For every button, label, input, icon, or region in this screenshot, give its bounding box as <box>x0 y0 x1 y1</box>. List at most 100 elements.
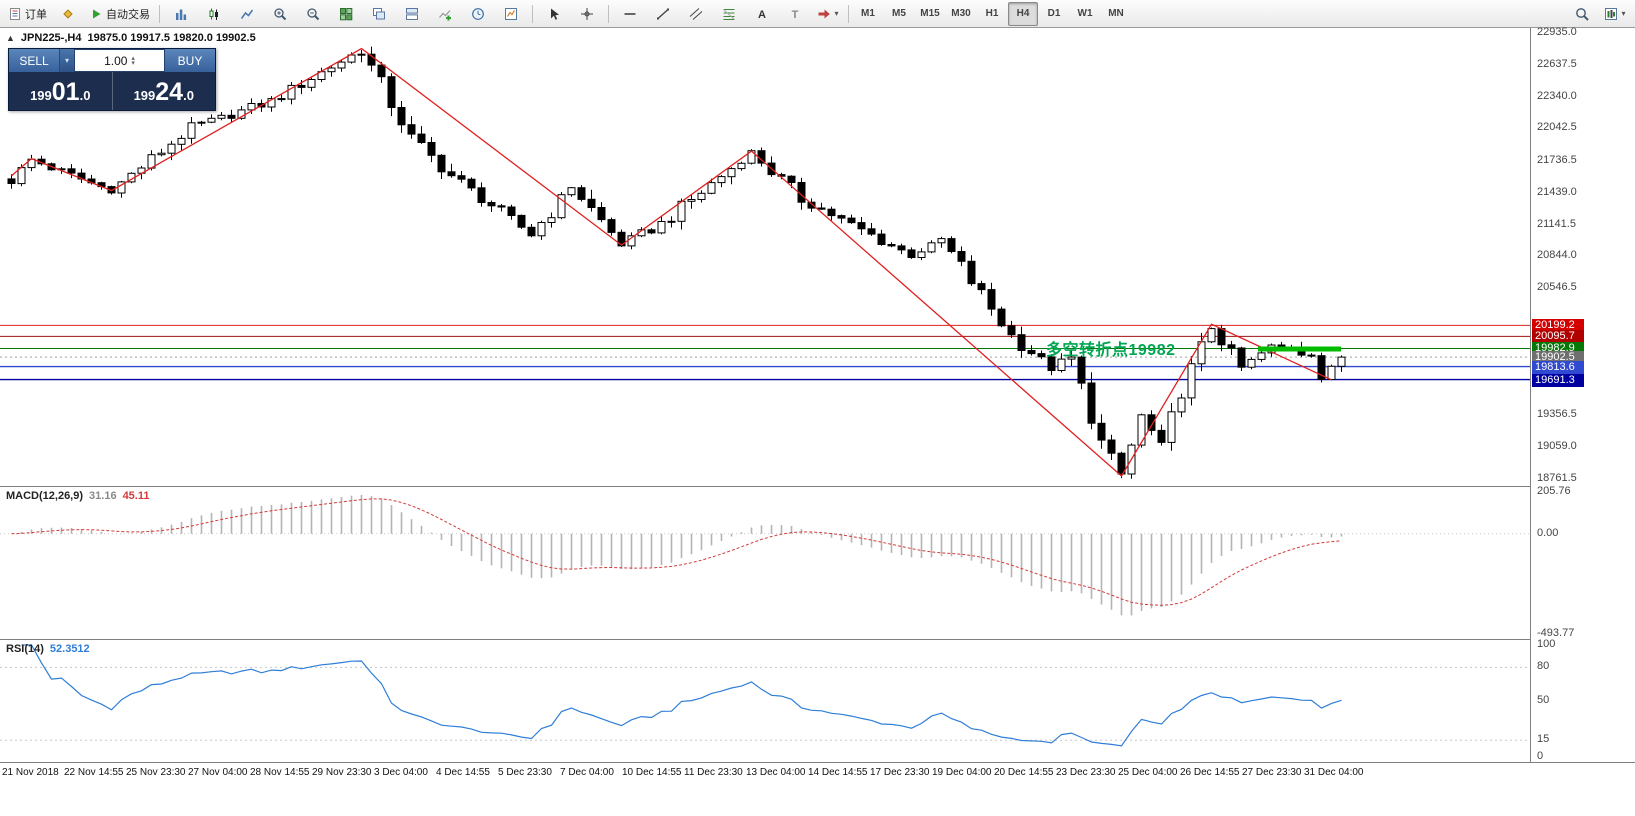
price-axis-label: 21141.5 <box>1537 218 1576 230</box>
time-axis[interactable]: 21 Nov 2018 22 Nov 14:55 25 Nov 23:30 27 No… <box>0 762 1635 816</box>
arrange-windows-button[interactable] <box>396 2 428 26</box>
timeframe-D1-button[interactable]: D1 <box>1047 8 1061 19</box>
autotrading-button[interactable]: 自动交易 <box>85 2 154 26</box>
crosshair-tool-button[interactable] <box>571 2 603 26</box>
tile-windows-button[interactable] <box>330 2 362 26</box>
time-axis-label: 13 Dec 04:00 <box>746 767 806 778</box>
play-icon <box>89 7 103 21</box>
time-axis-label: 27 Nov 04:00 <box>188 767 248 778</box>
cursor-icon <box>547 7 561 21</box>
toolbar-right: ▾ <box>1566 2 1631 26</box>
macd-axis-label: -493.77 <box>1537 627 1575 639</box>
rsi-axis-label: 15 <box>1537 733 1550 745</box>
horizontal-line-tool-button[interactable] <box>614 2 646 26</box>
rsi-header: RSI(14) 52.3512 <box>6 643 90 655</box>
toolbar-separator <box>159 4 160 23</box>
time-axis-label: 19 Dec 04:00 <box>932 767 992 778</box>
sell-price[interactable]: 199 01.0 <box>30 78 91 106</box>
sell-button[interactable]: SELL <box>9 49 59 72</box>
metaquotes-button[interactable] <box>52 2 84 26</box>
hline-icon <box>623 7 637 21</box>
macd-panel[interactable] <box>0 487 1530 639</box>
panel-separator[interactable] <box>0 639 1635 640</box>
time-axis-label: 28 Nov 14:55 <box>250 767 310 778</box>
time-axis-label: 26 Dec 14:55 <box>1180 767 1240 778</box>
zoom-in-button[interactable] <box>264 2 296 26</box>
zoom-out-icon <box>306 7 320 21</box>
price-axis-label: 18761.5 <box>1537 472 1577 484</box>
fibonacci-tool-button[interactable] <box>713 2 745 26</box>
price-axis-label: 21439.0 <box>1537 186 1577 198</box>
panel-separator[interactable] <box>0 486 1635 487</box>
price-axis-label: 22340.0 <box>1537 90 1577 102</box>
candle-chart-mode-button[interactable] <box>198 2 230 26</box>
price-axis-label: 19059.0 <box>1537 440 1577 452</box>
zoom-in-icon <box>273 7 287 21</box>
buy-button[interactable]: BUY <box>165 49 215 72</box>
time-axis-label: 29 Nov 23:30 <box>312 767 372 778</box>
arrows-tool-button[interactable]: ▾ <box>812 2 844 26</box>
labelT-icon: T <box>788 7 802 21</box>
time-axis-label: 22 Nov 14:55 <box>64 767 124 778</box>
one-click-trading-panel: SELL ▾ 1.00 ▴ ▾ BUY 199 01.0 199 24.0 <box>8 48 216 111</box>
dropdown-caret-icon: ▾ <box>834 9 839 18</box>
price-axis-label: 22042.5 <box>1537 121 1577 133</box>
volume-field[interactable]: 1.00 ▴ ▾ <box>74 49 165 72</box>
toolbar-separator <box>532 4 533 23</box>
rsi-panel[interactable] <box>0 640 1530 762</box>
macd-signal-value: 45.11 <box>122 490 150 502</box>
toolbar-left: 订单 自动交易 A T ▾ <box>4 2 844 26</box>
timeframe-W1-button[interactable]: W1 <box>1077 8 1093 19</box>
timeframe-M1-button[interactable]: M1 <box>861 8 875 19</box>
one-click-collapse-icon[interactable]: ▲ <box>6 33 15 43</box>
zoom-out-button[interactable] <box>297 2 329 26</box>
stepper-up-icon[interactable]: ▴ <box>131 54 135 62</box>
buy-price[interactable]: 199 24.0 <box>111 72 216 110</box>
channel-tool-button[interactable] <box>680 2 712 26</box>
bar-chart-mode-button[interactable] <box>165 2 197 26</box>
profiles-button[interactable]: ▾ <box>1599 2 1631 26</box>
price-axis-label: 21736.5 <box>1537 154 1577 166</box>
cascade-windows-button[interactable] <box>363 2 395 26</box>
timeframe-M5-button[interactable]: M5 <box>892 8 906 19</box>
toolbar-separator <box>848 4 849 23</box>
time-axis-label: 20 Dec 14:55 <box>994 767 1054 778</box>
timeframe-M15-button[interactable]: M15 <box>920 8 940 19</box>
search-button[interactable] <box>1566 2 1598 26</box>
text-tool-button[interactable]: A <box>746 2 778 26</box>
rsi-axis-label: 100 <box>1537 638 1556 650</box>
timeframe-H1-button[interactable]: H1 <box>985 8 999 19</box>
time-axis-label: 25 Dec 04:00 <box>1118 767 1178 778</box>
chart-template-button[interactable] <box>495 2 527 26</box>
stepper-down-icon[interactable]: ▾ <box>131 59 135 67</box>
text-label-tool-button[interactable]: T <box>779 2 811 26</box>
sell-options-caret-icon[interactable]: ▾ <box>59 49 74 72</box>
add-indicator-button[interactable] <box>429 2 461 26</box>
rsi-axis-label: 50 <box>1537 694 1550 706</box>
new-order-button[interactable]: 订单 <box>4 2 51 26</box>
price-axis-label: 20844.0 <box>1537 249 1577 261</box>
volume-value: 1.00 <box>104 53 128 68</box>
timeframe-M30-button[interactable]: M30 <box>951 8 971 19</box>
arrow-shape-icon <box>817 7 831 21</box>
volume-stepper[interactable]: ▴ ▾ <box>131 54 135 67</box>
price-axis[interactable]: 22935.0 22637.5 22340.0 22042.5 21736.5 21439… <box>1530 26 1635 762</box>
line-chart-mode-button[interactable] <box>231 2 263 26</box>
dropdown-caret-icon: ▾ <box>1621 9 1626 18</box>
bars-icon <box>174 7 188 21</box>
diamond-icon <box>61 7 75 21</box>
textA-icon: A <box>755 7 769 21</box>
time-axis-label: 3 Dec 04:00 <box>374 767 428 778</box>
cursor-tool-button[interactable] <box>538 2 570 26</box>
macd-main-value: 31.16 <box>89 490 117 502</box>
trendline-tool-button[interactable] <box>647 2 679 26</box>
tile-icon <box>339 7 353 21</box>
cascade-icon <box>372 7 386 21</box>
time-axis-label: 14 Dec 14:55 <box>808 767 868 778</box>
price-tag: 20199.2 <box>1532 319 1584 332</box>
timeframe-MN-button[interactable]: MN <box>1108 8 1124 19</box>
time-axis-label: 11 Dec 23:30 <box>684 767 743 778</box>
price-chart[interactable] <box>0 28 1530 486</box>
timeframe-H4-button[interactable]: H4 <box>1008 1 1038 26</box>
periodicity-button[interactable] <box>462 2 494 26</box>
